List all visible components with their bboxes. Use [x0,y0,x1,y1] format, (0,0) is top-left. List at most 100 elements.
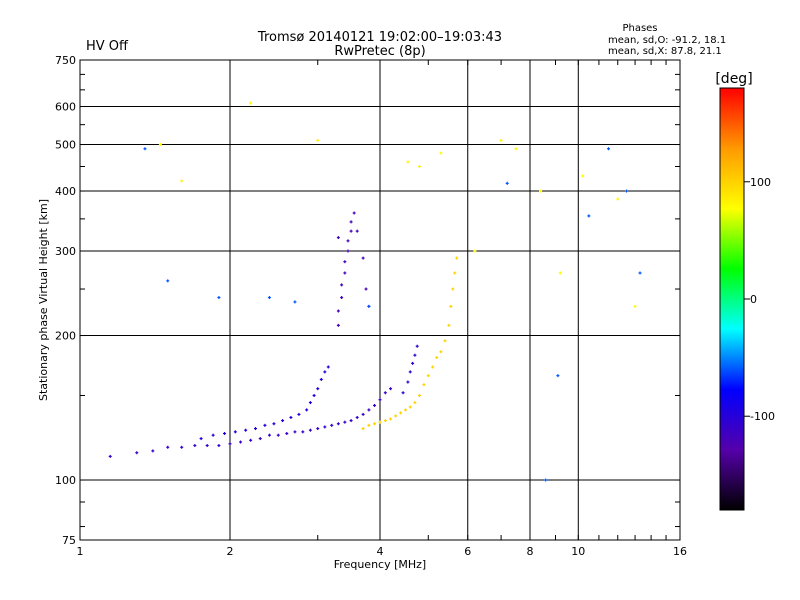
y-tick-label-4: 400 [55,185,76,198]
data-point [435,355,439,359]
data-point [616,197,620,201]
data-point [361,427,365,431]
x-tick-label-3: 6 [464,545,471,558]
data-point [403,408,407,412]
data-point [346,249,350,253]
data-point [249,438,253,442]
data-point [451,287,455,291]
data-point [633,304,637,308]
data-point [180,445,184,449]
chart-title: Tromsø 20140121 19:02:00–19:03:43 [257,30,502,45]
data-point [346,239,350,243]
data-point [443,339,447,343]
x-tick-label-2: 4 [377,545,384,558]
data-point [272,422,276,426]
data-point [217,444,221,448]
data-point [361,412,365,416]
data-point [408,405,412,409]
colorbar-tick-label-0: 100 [750,176,771,189]
chart-subtitle: RwPretec (8p) [334,44,425,59]
data-point [367,423,371,427]
x-tick-label-5: 10 [571,545,585,558]
data-point [415,344,419,348]
data-point [473,249,477,253]
data-point [638,271,642,275]
data-point [267,296,271,300]
data-point [205,444,209,448]
grid-layer [80,60,680,540]
data-point [343,260,347,264]
data-point [166,445,170,449]
data-point [323,370,327,374]
data-point [378,420,382,424]
data-point [297,412,301,416]
colorbar-tick-label-1: 0 [750,293,757,306]
data-point [308,401,312,405]
data-point [276,433,280,437]
ticks-layer: 1 2 4 6 8 10 16 75 100 200 300 400 500 600 750 [55,54,687,558]
data-point [399,411,403,415]
data-point [263,423,267,427]
data-point [413,353,417,357]
data-point [349,419,353,423]
y-tick-label-7: 750 [55,54,76,67]
y-tick-label-5: 500 [55,139,76,152]
data-point [267,433,271,437]
data-point [361,256,365,260]
y-axis-label: Stationary phase Virtual Height [km] [37,199,50,401]
data-point [544,478,548,482]
data-point [343,420,347,424]
data-point [539,189,543,193]
data-point [319,377,323,381]
data-point [401,391,405,395]
data-point [587,214,591,218]
data-point [228,442,232,446]
data-point [312,394,316,398]
data-point [330,423,334,427]
data-point [233,430,237,434]
data-point [505,181,509,185]
x-tick-label-4: 8 [527,545,534,558]
colorbar-tick-label-2: -100 [750,410,775,423]
data-point [308,428,312,432]
data-point [211,433,215,437]
colorbar-label: [deg] [715,71,752,87]
data-point [417,164,421,168]
y-tick-label-1: 100 [55,474,76,487]
data-point [406,380,410,384]
data-point [558,271,562,275]
data-point [439,350,443,354]
data-point [305,408,309,412]
data-point [373,403,377,407]
x-axis-label: Frequency [MHz] [334,558,426,571]
data-point [383,391,387,395]
data-point [607,147,611,151]
data-point [422,383,426,387]
data-point [293,300,297,304]
y-tick-label-2: 200 [55,330,76,343]
data-point [143,147,147,151]
data-point [301,430,305,434]
data-point [455,256,459,260]
data-point [323,425,327,429]
colorbar [719,87,745,511]
data-point [447,323,451,327]
y-tick-label-0: 75 [62,534,76,547]
data-point [239,440,243,444]
y-tick-label-6: 600 [55,101,76,114]
data-point [349,220,353,224]
data-point [244,428,248,432]
data-point [217,296,221,300]
y-tick-label-3: 300 [55,245,76,258]
data-point [316,138,320,142]
data-point [336,236,340,240]
data-point [406,160,410,164]
data-point [367,408,371,412]
data-point [293,430,297,434]
x-tick-label-0: 1 [77,545,84,558]
data-point [326,365,330,369]
colorbar-ticks: 100 0 -100 [744,176,775,423]
data-point [285,432,289,436]
data-point [193,444,197,448]
